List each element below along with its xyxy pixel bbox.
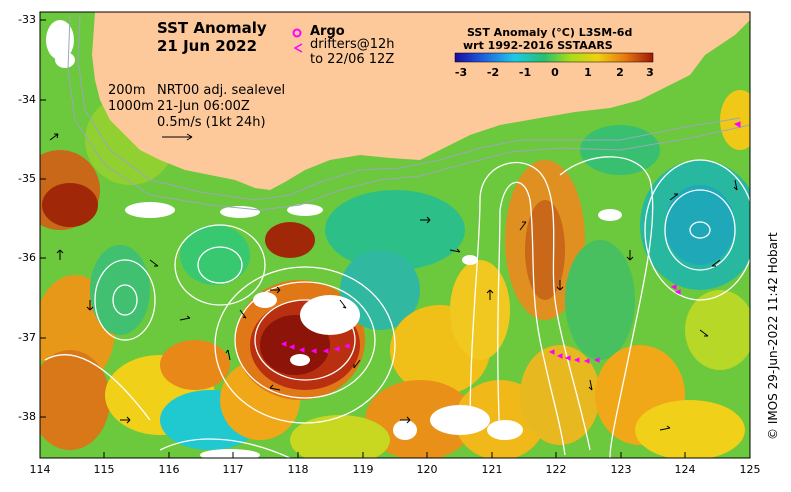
colorbar-tick: 3 xyxy=(646,66,654,79)
colorbar-tick: -2 xyxy=(486,66,500,79)
lon-tick-label: 124 xyxy=(674,463,696,476)
lon-tick-label: 114 xyxy=(29,463,51,476)
colorbar-tick: -3 xyxy=(454,66,468,79)
drifter-legend-symbol xyxy=(293,43,303,53)
lon-tick-label: 117 xyxy=(222,463,244,476)
credit-text: © IMOS 29-Jun-2022 11:42 Hobart xyxy=(766,232,780,440)
colorbar-title: SST Anomaly (°C) L3SM-6d xyxy=(467,26,633,39)
colorbar-tick: 1 xyxy=(584,66,592,79)
lon-tick-label: 121 xyxy=(481,463,503,476)
drifter-tracks xyxy=(280,121,741,364)
lon-tick-label: 125 xyxy=(739,463,761,476)
argo-legend-symbol xyxy=(292,28,302,38)
lon-tick-label: 118 xyxy=(287,463,309,476)
lat-tick-label: -37 xyxy=(18,331,36,344)
lat-tick-label: -34 xyxy=(18,93,36,106)
depth-1000-label: 1000m xyxy=(108,99,154,114)
map-date: 21 Jun 2022 xyxy=(157,37,258,55)
sea-level-contours xyxy=(44,156,750,458)
sealevel-label: NRT00 adj. sealevel xyxy=(157,83,286,98)
argo-legend-label: Argo xyxy=(310,24,345,39)
drifters-legend-time: to 22/06 12Z xyxy=(310,52,395,67)
sst-anomaly-patches xyxy=(40,90,750,458)
colorbar-tick: -1 xyxy=(518,66,532,79)
colorbar-tick: 0 xyxy=(551,66,559,79)
drifters-legend-label: drifters@12h xyxy=(310,37,395,52)
lon-tick-label: 119 xyxy=(352,463,374,476)
lon-tick-label: 122 xyxy=(545,463,567,476)
time-label: 21-Jun 06:00Z xyxy=(157,99,250,114)
colorbar-subtitle: wrt 1992-2016 SSTAARS xyxy=(463,39,613,52)
cloud-gaps xyxy=(46,20,622,458)
scale-label: 0.5m/s (1kt 24h) xyxy=(157,115,266,130)
current-vectors xyxy=(49,133,738,431)
colorbar-bar xyxy=(454,52,654,63)
lon-tick-label: 116 xyxy=(158,463,180,476)
lat-tick-label: -38 xyxy=(18,410,36,423)
axis-ticks xyxy=(39,19,751,458)
lat-tick-label: -35 xyxy=(18,172,36,185)
colorbar-tick: 2 xyxy=(616,66,624,79)
plot-frame xyxy=(39,11,751,459)
lat-tick-label: -33 xyxy=(18,13,36,26)
depth-200-label: 200m xyxy=(108,83,146,98)
lon-tick-label: 123 xyxy=(610,463,632,476)
lon-tick-label: 115 xyxy=(93,463,115,476)
lat-tick-label: -36 xyxy=(18,251,36,264)
lon-tick-label: 120 xyxy=(416,463,438,476)
scale-arrow xyxy=(162,133,193,141)
bathymetry-contours xyxy=(67,14,750,211)
map-title: SST Anomaly xyxy=(157,19,267,37)
